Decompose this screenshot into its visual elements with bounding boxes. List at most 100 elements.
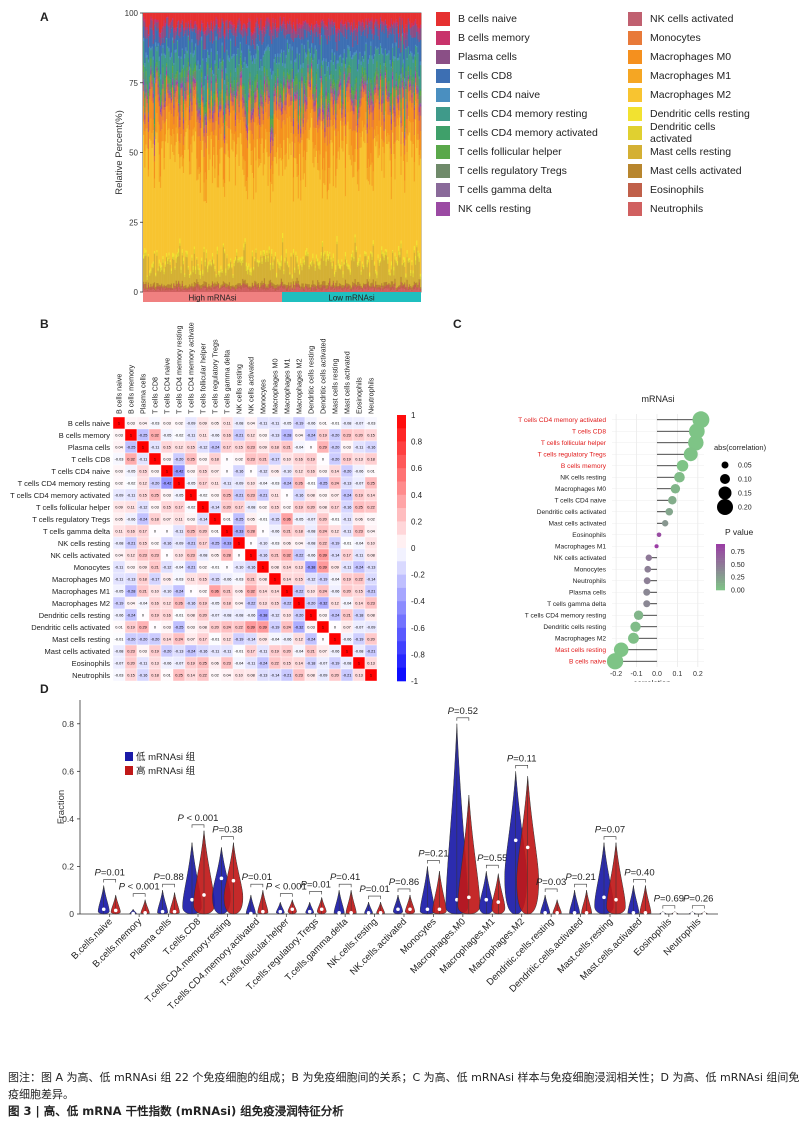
stack-segment: [416, 24, 418, 27]
stack-segment: [243, 35, 245, 63]
stack-segment: [408, 78, 411, 82]
stack-segment: [311, 54, 313, 59]
stack-segment: [356, 266, 359, 283]
stack-segment: [312, 96, 314, 100]
stack-segment: [209, 135, 211, 160]
stack-segment: [393, 109, 395, 114]
stack-segment: [259, 41, 261, 69]
stack-segment: [301, 266, 303, 271]
stack-segment: [197, 284, 199, 289]
stack-segment: [407, 19, 410, 26]
stack-segment: [304, 130, 307, 161]
stack-segment: [170, 102, 173, 115]
stack-segment: [223, 136, 226, 139]
stack-segment: [355, 246, 358, 251]
stack-segment: [336, 35, 338, 52]
stack-segment: [404, 192, 406, 258]
stack-segment: [273, 258, 275, 261]
stack-segment: [291, 274, 294, 278]
stack-segment: [307, 41, 309, 50]
stack-segment: [408, 257, 411, 260]
stack-segment: [165, 63, 168, 66]
stack-segment: [174, 38, 176, 51]
stack-segment: [306, 97, 308, 102]
stack-segment: [329, 98, 331, 101]
stack-segment: [192, 96, 195, 130]
stack-segment: [327, 18, 330, 23]
stack-segment: [238, 19, 240, 33]
stack-segment: [398, 287, 400, 290]
stack-segment: [185, 81, 187, 84]
stack-segment: [338, 289, 341, 293]
stack-segment: [289, 13, 291, 19]
stack-segment: [353, 283, 355, 287]
stack-segment: [226, 287, 228, 289]
stack-segment: [223, 249, 226, 252]
stack-segment: [337, 97, 340, 105]
stack-segment: [282, 238, 284, 243]
stack-segment: [237, 259, 239, 263]
stack-segment: [296, 121, 298, 165]
stack-segment: [383, 118, 385, 122]
stack-segment: [360, 64, 363, 77]
stack-segment: [274, 88, 277, 97]
stack-segment: [216, 54, 219, 75]
stack-segment: [205, 13, 208, 28]
stack-segment: [245, 44, 248, 65]
stack-segment: [191, 102, 193, 106]
stack-segment: [157, 75, 159, 82]
stack-segment: [168, 128, 170, 253]
stack-segment: [283, 78, 285, 83]
stack-segment: [192, 269, 195, 273]
stack-segment: [385, 55, 388, 68]
stack-segment: [147, 176, 150, 255]
stack-segment: [255, 23, 257, 39]
stack-segment: [394, 42, 396, 57]
stack-segment: [248, 78, 250, 83]
stack-segment: [288, 33, 290, 50]
stack-segment: [382, 146, 384, 252]
stack-segment: [344, 94, 347, 98]
stack-segment: [182, 117, 185, 121]
stack-segment: [244, 241, 246, 245]
stack-segment: [158, 72, 161, 78]
stack-segment: [341, 66, 343, 102]
stack-segment: [271, 165, 273, 185]
stack-segment: [272, 283, 274, 287]
stack-segment: [273, 86, 275, 89]
stack-segment: [234, 120, 237, 127]
stack-segment: [286, 68, 289, 73]
stack-segment: [193, 63, 196, 69]
stack-segment: [358, 59, 360, 65]
stack-segment: [332, 114, 335, 126]
stack-segment: [161, 32, 163, 44]
stack-segment: [152, 77, 155, 84]
stack-segment: [149, 138, 151, 271]
stack-segment: [176, 71, 179, 75]
stack-segment: [159, 95, 162, 106]
stack-segment: [358, 21, 360, 27]
stack-segment: [323, 285, 325, 289]
stack-segment: [271, 249, 273, 255]
stack-segment: [349, 89, 352, 94]
stack-segment: [355, 107, 358, 127]
stack-segment: [215, 285, 217, 289]
stack-segment: [302, 106, 305, 114]
stack-segment: [261, 89, 263, 95]
stack-segment: [390, 281, 393, 288]
stack-segment: [184, 58, 186, 67]
stack-segment: [272, 269, 274, 284]
stack-segment: [182, 144, 185, 159]
stack-segment: [204, 266, 207, 282]
stack-segment: [364, 67, 366, 71]
stack-segment: [383, 22, 385, 26]
stack-segment: [263, 283, 266, 290]
stack-segment: [308, 25, 311, 28]
stack-segment: [205, 258, 208, 283]
stack-segment: [296, 37, 298, 48]
stack-segment: [245, 284, 248, 288]
stack-segment: [181, 48, 184, 51]
stack-segment: [242, 13, 244, 26]
stack-segment: [217, 271, 220, 273]
stack-segment: [170, 98, 173, 101]
